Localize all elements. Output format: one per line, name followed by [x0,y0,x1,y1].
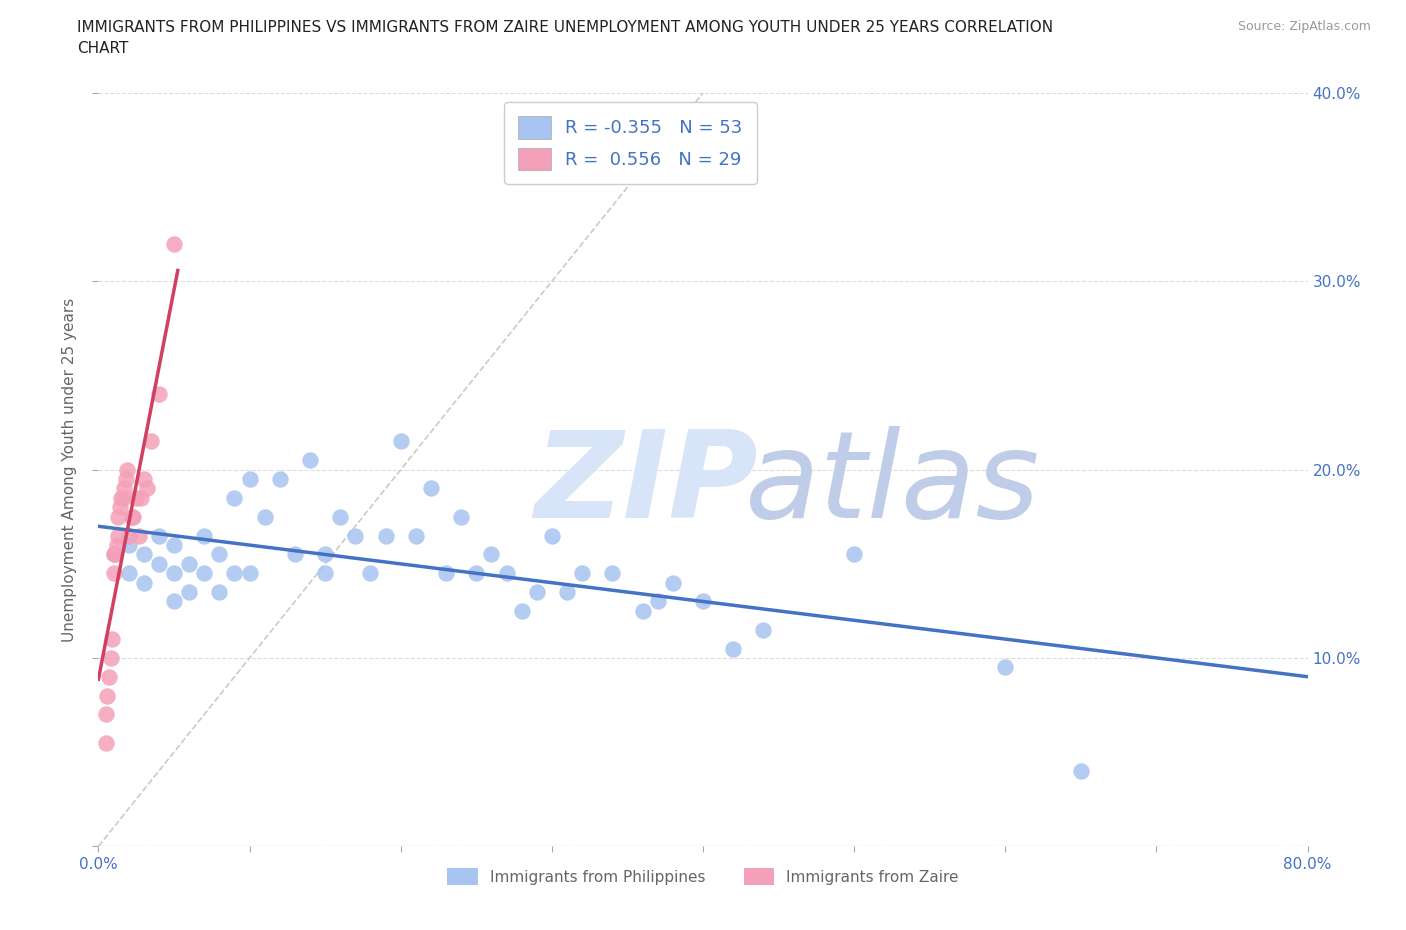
Point [118,538,141,552]
Text: Source: ZipAtlas.com: Source: ZipAtlas.com [1237,20,1371,33]
Point [284,547,307,562]
Point [132,575,155,591]
Point [108,500,131,515]
Point [118,528,141,543]
Point [389,434,412,449]
Point [114,472,136,486]
Point [129,490,152,505]
Point [193,565,215,580]
Point [98,670,121,684]
Point [269,472,291,486]
Text: atlas: atlas [745,426,1040,543]
Point [105,538,128,552]
Point [450,510,472,525]
Point [163,236,186,251]
Point [96,688,118,703]
Point [163,538,186,552]
Point [344,528,367,543]
Point [111,490,134,505]
Point [148,556,170,571]
Point [631,604,654,618]
Point [329,510,352,525]
Point [163,565,186,580]
Point [103,547,125,562]
Point [179,556,201,571]
Point [115,462,138,477]
Point [103,547,125,562]
Point [495,565,517,580]
Point [299,453,322,468]
Point [112,481,135,496]
Y-axis label: Unemployment Among Youth under 25 years: Unemployment Among Youth under 25 years [62,298,77,642]
Point [104,547,127,562]
Point [135,481,157,496]
Point [526,585,548,600]
Point [434,565,457,580]
Point [510,604,533,618]
Point [94,736,117,751]
Point [239,472,262,486]
Point [752,622,775,637]
Point [360,565,382,580]
Point [994,660,1017,675]
Point [100,651,122,666]
Point [141,434,163,449]
Text: IMMIGRANTS FROM PHILIPPINES VS IMMIGRANTS FROM ZAIRE UNEMPLOYMENT AMONG YOUTH UN: IMMIGRANTS FROM PHILIPPINES VS IMMIGRANT… [77,20,1053,35]
Point [465,565,488,580]
Point [128,528,150,543]
Legend: Immigrants from Philippines, Immigrants from Zaire: Immigrants from Philippines, Immigrants … [441,861,965,891]
Point [844,547,866,562]
Point [224,490,246,505]
Point [107,510,129,525]
Point [239,565,262,580]
Point [602,565,624,580]
Point [121,510,143,525]
Point [110,490,132,505]
Point [253,510,276,525]
Point [148,528,170,543]
Point [107,528,129,543]
Point [481,547,503,562]
Point [1070,764,1092,778]
Point [723,641,745,656]
Point [103,565,125,580]
Point [661,575,683,591]
Point [125,490,148,505]
Point [101,631,124,646]
Point [193,528,215,543]
Point [314,547,336,562]
Point [420,481,443,496]
Point [148,387,170,402]
Point [132,547,155,562]
Point [208,585,231,600]
Point [314,565,336,580]
Point [405,528,427,543]
Point [122,510,145,525]
Point [118,565,141,580]
Point [224,565,246,580]
Point [571,565,593,580]
Point [132,472,155,486]
Point [647,594,669,609]
Point [163,594,186,609]
Point [208,547,231,562]
Text: CHART: CHART [77,41,129,56]
Point [374,528,396,543]
Point [555,585,578,600]
Point [540,528,562,543]
Text: ZIP: ZIP [534,426,758,543]
Point [692,594,714,609]
Point [179,585,201,600]
Point [94,707,117,722]
